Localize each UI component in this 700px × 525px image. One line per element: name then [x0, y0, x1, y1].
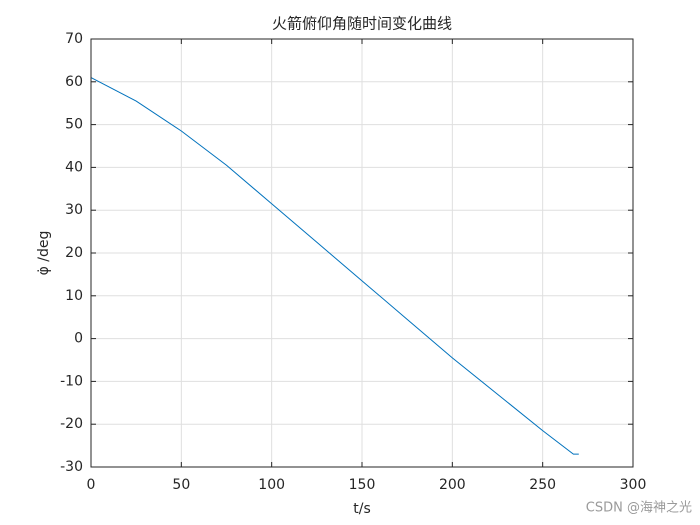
y-tick-label: -30	[60, 459, 83, 475]
y-tick-label: 0	[74, 331, 83, 347]
y-tick-label: 60	[65, 74, 83, 90]
y-axis-label: φ̇ /deg	[36, 231, 52, 276]
x-axis-label: t/s	[353, 501, 371, 517]
y-tick-label: 20	[65, 245, 83, 261]
watermark: CSDN @海神之光	[586, 501, 692, 516]
marks	[90, 77, 579, 455]
line	[90, 77, 579, 455]
x-tick-label: 300	[620, 477, 647, 493]
y-tick-label: 50	[65, 117, 83, 133]
y-tick-label: 30	[65, 202, 83, 218]
y-tick-label: 40	[65, 159, 83, 175]
x-tick-label: 0	[87, 477, 96, 493]
x-tick-label: 50	[172, 477, 190, 493]
y-tick-label: 70	[65, 31, 83, 47]
chart-title: 火箭俯仰角随时间变化曲线	[272, 15, 452, 33]
y-tick-label: 10	[65, 288, 83, 304]
x-tick-label: 250	[529, 477, 556, 493]
x-tick-label: 200	[439, 477, 466, 493]
x-tick-label: 100	[258, 477, 285, 493]
y-tick-label: -20	[60, 416, 83, 432]
y-tick-label: -10	[60, 373, 83, 389]
x-tick-label: 150	[349, 477, 376, 493]
